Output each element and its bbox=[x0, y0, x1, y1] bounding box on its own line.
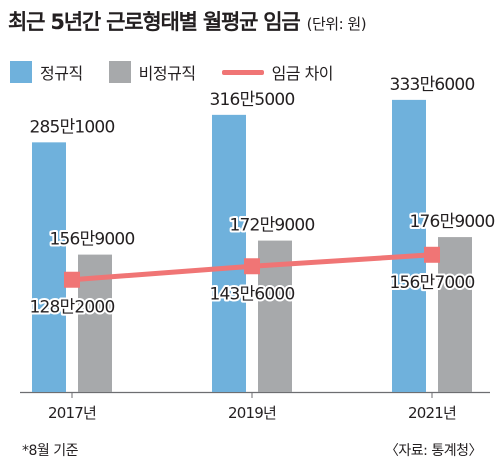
bar-regular-2 bbox=[212, 114, 246, 393]
bar-regular-3 bbox=[392, 99, 426, 392]
data-label-regular-3: 333만6000 bbox=[390, 75, 475, 95]
legend-label-regular: 정규직 bbox=[40, 64, 83, 83]
data-label-gap-3: 156만7000 bbox=[390, 273, 475, 293]
gap-marker-2 bbox=[244, 258, 260, 275]
x-tick-label-2: 2019년 bbox=[228, 404, 276, 422]
x-tick-label-1: 2017년 bbox=[48, 404, 96, 422]
legend-item-nonregular: 비정규직 bbox=[108, 60, 196, 84]
data-label-regular-1: 285만1000 bbox=[30, 117, 115, 137]
legend-swatch-nonregular bbox=[108, 61, 131, 83]
unit-note: (단위: 원) bbox=[306, 15, 367, 33]
gap-marker-1 bbox=[64, 271, 80, 288]
legend-item-gap: 임금 차이 bbox=[221, 60, 334, 84]
data-label-nonregular-2: 172만9000 bbox=[230, 216, 315, 236]
chart-title-row: 최근 5년간 근로형태별 월평균 임금 (단위: 원) bbox=[8, 6, 367, 36]
legend-swatch-regular bbox=[10, 61, 32, 83]
data-label-nonregular-1: 156만9000 bbox=[50, 230, 135, 250]
legend-item-regular: 정규직 bbox=[10, 60, 83, 84]
data-label-regular-2: 316만5000 bbox=[210, 90, 295, 110]
data-label-gap-1: 128만2000 bbox=[30, 298, 115, 318]
bar-nonregular-3 bbox=[438, 237, 472, 392]
bar-regular-1 bbox=[32, 142, 66, 392]
source-note: 〈자료: 통계청〉 bbox=[384, 443, 483, 459]
legend-label-gap: 임금 차이 bbox=[271, 64, 334, 83]
x-tick-label-3: 2021년 bbox=[408, 404, 456, 422]
chart-title: 최근 5년간 근로형태별 월평균 임금 bbox=[8, 10, 301, 34]
legend-label-nonregular: 비정규직 bbox=[138, 64, 196, 83]
legend-swatch-gap bbox=[221, 69, 264, 75]
legend: 정규직 비정규직 임금 차이 bbox=[10, 60, 359, 84]
data-label-gap-2: 143만6000 bbox=[210, 284, 295, 304]
data-label-nonregular-3: 176만9000 bbox=[410, 212, 495, 232]
footnote: *8월 기준 bbox=[22, 443, 79, 459]
gap-marker-3 bbox=[424, 246, 440, 263]
